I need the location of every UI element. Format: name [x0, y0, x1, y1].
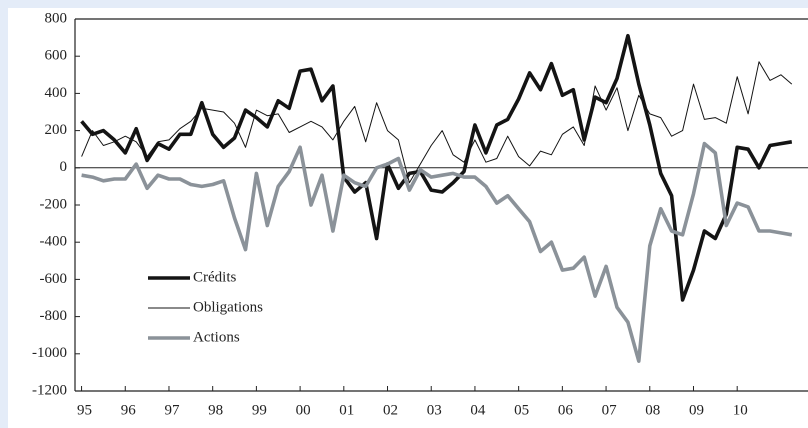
y-tick-label: 800 — [45, 10, 68, 26]
x-tick-label: 10 — [733, 402, 748, 418]
y-tick-label: 400 — [45, 85, 68, 101]
x-tick-label: 98 — [208, 402, 223, 418]
series-line — [81, 141, 793, 363]
legend-label: Obligations — [193, 299, 263, 315]
y-tick-label: 0 — [60, 159, 68, 175]
x-tick-label: 95 — [77, 402, 92, 418]
x-tick-label: 04 — [470, 402, 486, 418]
x-tick-label: 01 — [339, 402, 354, 418]
y-tick-label: -1200 — [32, 382, 67, 398]
y-tick-label: 600 — [45, 48, 68, 64]
legend-label: Actions — [193, 329, 240, 345]
y-tick-label: -200 — [40, 196, 68, 212]
x-tick-label: 08 — [645, 402, 660, 418]
y-tick-label: -600 — [40, 271, 68, 287]
series-line — [80, 33, 793, 302]
y-tick-label: -800 — [40, 308, 68, 324]
x-tick-label: 97 — [164, 402, 180, 418]
y-tick-label: -1000 — [32, 345, 67, 361]
x-tick-label: 06 — [558, 402, 574, 418]
x-tick-label: 05 — [514, 402, 529, 418]
y-tick-label: -400 — [40, 234, 68, 250]
y-tick-label: 200 — [45, 122, 68, 138]
x-tick-label: 96 — [121, 402, 137, 418]
x-tick-label: 99 — [252, 402, 267, 418]
x-tick-label: 03 — [427, 402, 442, 418]
x-tick-label: 07 — [602, 402, 618, 418]
x-tick-label: 09 — [689, 402, 704, 418]
legend-label: Crédits — [193, 269, 236, 285]
x-tick-label: 02 — [383, 402, 398, 418]
x-tick-label: 00 — [296, 402, 311, 418]
series-line — [81, 61, 793, 184]
